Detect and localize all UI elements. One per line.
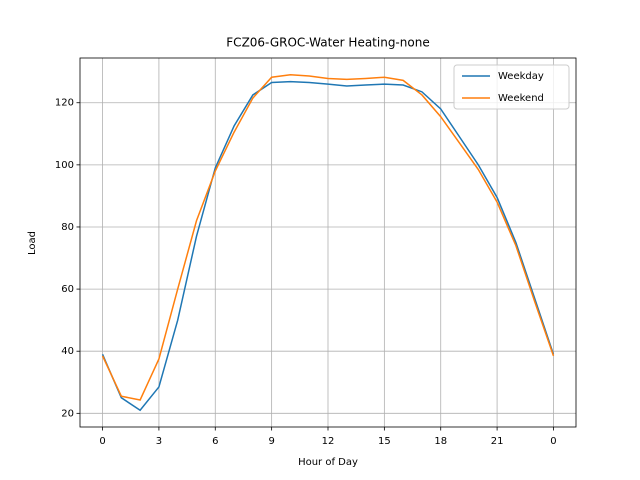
x-tick-label: 9 — [268, 436, 274, 447]
x-tick-label: 12 — [322, 436, 335, 447]
data-line — [101, 80, 555, 412]
legend-label: Weekday — [498, 71, 544, 82]
x-tick-label: 15 — [378, 436, 391, 447]
x-tick-label: 21 — [491, 436, 504, 447]
legend: Weekday Weekend — [453, 64, 570, 110]
x-tick-label: 6 — [212, 436, 218, 447]
y-tick-label: 120 — [55, 98, 74, 109]
y-tick-label: 80 — [61, 222, 74, 233]
chart-title: FCZ06-GROC-Water Heating-none — [226, 36, 429, 50]
x-tick-label: 0 — [99, 436, 105, 447]
data-line — [101, 74, 555, 401]
x-tick-label: 3 — [156, 436, 162, 447]
y-tick-label: 20 — [61, 408, 74, 419]
x-tick-label: 18 — [434, 436, 447, 447]
y-tick-label: 40 — [61, 346, 74, 357]
plot-frame — [79, 57, 577, 428]
y-axis-label: Load — [27, 231, 38, 255]
legend-label: Weekend — [498, 93, 544, 104]
x-axis-label: Hour of Day — [298, 457, 358, 468]
y-tick-label: 100 — [55, 160, 74, 171]
x-tick-label: 0 — [550, 436, 556, 447]
y-tick-label: 60 — [61, 284, 74, 295]
